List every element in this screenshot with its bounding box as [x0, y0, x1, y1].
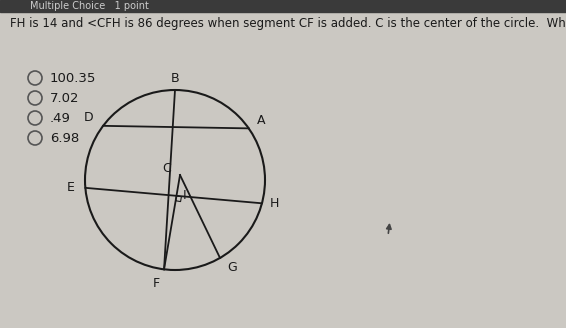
Text: B: B	[171, 72, 179, 85]
Text: H: H	[270, 197, 280, 210]
Text: .49: .49	[50, 112, 71, 125]
Text: Multiple Choice   1 point: Multiple Choice 1 point	[30, 1, 149, 11]
Text: FH is 14 and <CFH is 86 degrees when segment CF is added. C is the center of the: FH is 14 and <CFH is 86 degrees when seg…	[10, 17, 566, 30]
Text: C: C	[162, 162, 171, 175]
Text: 7.02: 7.02	[50, 92, 79, 105]
Text: A: A	[256, 114, 265, 127]
Text: F: F	[152, 277, 160, 290]
Text: G: G	[227, 261, 237, 275]
Text: D: D	[83, 111, 93, 124]
Text: 6.98: 6.98	[50, 132, 79, 145]
Text: E: E	[66, 181, 74, 195]
Bar	[0, 0, 566, 12]
Text: 100.35: 100.35	[50, 72, 96, 85]
Text: I: I	[183, 189, 186, 202]
